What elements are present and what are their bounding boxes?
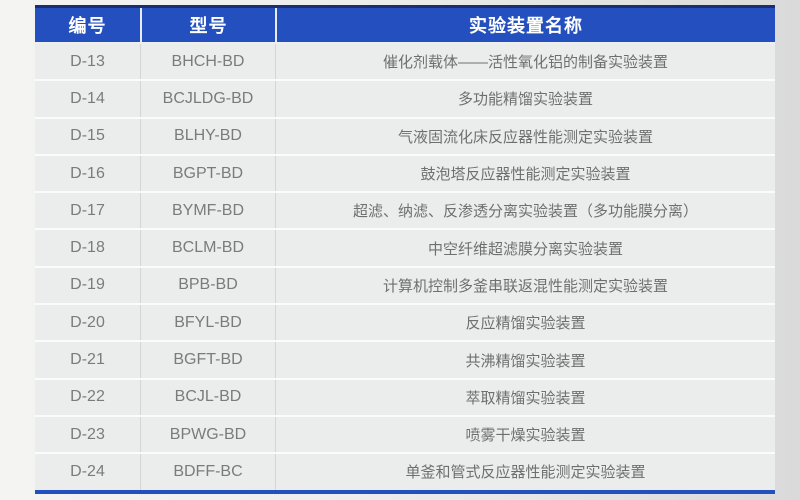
row-name-cell: 单釜和管式反应器性能测定实验装置 <box>275 454 775 490</box>
row-model-cell: BGPT-BD <box>140 155 275 192</box>
row-name-cell: 鼓泡塔反应器性能测定实验装置 <box>275 155 775 192</box>
row-id-cell: D-19 <box>70 276 105 294</box>
row-id-cell: D-14 <box>70 89 105 107</box>
row-id-cell: D-15 <box>70 127 105 145</box>
row-name-cell: 超滤、纳滤、反渗透分离实验装置（多功能膜分离） <box>275 193 775 229</box>
table-row: D-21 BGFT-BD 共沸精馏实验装置 <box>35 340 775 378</box>
row-name-cell: 反应精馏实验装置 <box>275 305 775 341</box>
row-name-cell: 喷雾干燥实验装置 <box>275 416 775 453</box>
row-id-cell: D-21 <box>70 351 105 369</box>
table-row: D-23 BPWG-BD 喷雾干燥实验装置 <box>35 414 775 453</box>
row-id-cell: D-20 <box>70 313 105 331</box>
row-name-cell: 计算机控制多釜串联返混性能测定实验装置 <box>275 267 775 304</box>
row-name-cell: 中空纤维超滤膜分离实验装置 <box>275 230 775 266</box>
row-model-cell: BPB-BD <box>140 267 275 304</box>
row-id-cell: D-18 <box>70 239 105 257</box>
header-cell-id: 编号 <box>68 16 107 36</box>
row-model-cell: BGFT-BD <box>140 342 275 378</box>
row-model-cell: BCJLDG-BD <box>140 81 275 117</box>
row-name-cell: 气液固流化床反应器性能测定实验装置 <box>275 118 775 154</box>
table-row: D-24 BDFF-BC 单釜和管式反应器性能测定实验装置 <box>35 452 775 490</box>
table-row: D-18 BCLM-BD 中空纤维超滤膜分离实验装置 <box>35 228 775 266</box>
row-id-cell: D-22 <box>70 388 105 406</box>
table-row: D-15 BLHY-BD 气液固流化床反应器性能测定实验装置 <box>35 116 775 154</box>
row-id-cell: D-17 <box>70 201 105 219</box>
table-row: D-16 BGPT-BD 鼓泡塔反应器性能测定实验装置 <box>35 153 775 192</box>
table-bottom-bar <box>35 489 775 494</box>
row-name-cell: 共沸精馏实验装置 <box>275 342 775 378</box>
table-row: D-20 BFYL-BD 反应精馏实验装置 <box>35 303 775 341</box>
row-model-cell: BYMF-BD <box>140 193 275 229</box>
table-row: D-13 BHCH-BD 催化剂载体——活性氧化铝的制备实验装置 <box>35 42 775 80</box>
table-body: D-13 BHCH-BD 催化剂载体——活性氧化铝的制备实验装置 D-14 BC… <box>35 42 775 490</box>
row-model-cell: BPWG-BD <box>140 416 275 453</box>
row-id-cell: D-16 <box>70 164 105 182</box>
header-cell-name: 实验装置名称 <box>275 8 775 42</box>
row-id-cell: D-24 <box>70 462 105 480</box>
table-row: D-17 BYMF-BD 超滤、纳滤、反渗透分离实验装置（多功能膜分离） <box>35 191 775 229</box>
row-model-cell: BCJL-BD <box>140 379 275 415</box>
row-id-cell: D-23 <box>70 425 105 443</box>
table-row: D-22 BCJL-BD 萃取精馏实验装置 <box>35 377 775 415</box>
row-model-cell: BFYL-BD <box>140 305 275 341</box>
row-model-cell: BLHY-BD <box>140 118 275 154</box>
row-name-cell: 多功能精馏实验装置 <box>275 81 775 117</box>
table-row: D-19 BPB-BD 计算机控制多釜串联返混性能测定实验装置 <box>35 265 775 304</box>
row-model-cell: BHCH-BD <box>140 44 275 80</box>
row-model-cell: BDFF-BC <box>140 454 275 490</box>
table-row: D-14 BCJLDG-BD 多功能精馏实验装置 <box>35 79 775 117</box>
row-name-cell: 萃取精馏实验装置 <box>275 379 775 415</box>
table-header-row: 编号 型号 实验装置名称 <box>35 5 775 42</box>
row-id-cell: D-13 <box>70 52 105 70</box>
header-cell-model: 型号 <box>140 8 275 42</box>
row-model-cell: BCLM-BD <box>140 230 275 266</box>
row-name-cell: 催化剂载体——活性氧化铝的制备实验装置 <box>275 44 775 80</box>
equipment-table: 编号 型号 实验装置名称 D-13 BHCH-BD 催化剂载体——活性氧化铝的制… <box>35 5 775 494</box>
